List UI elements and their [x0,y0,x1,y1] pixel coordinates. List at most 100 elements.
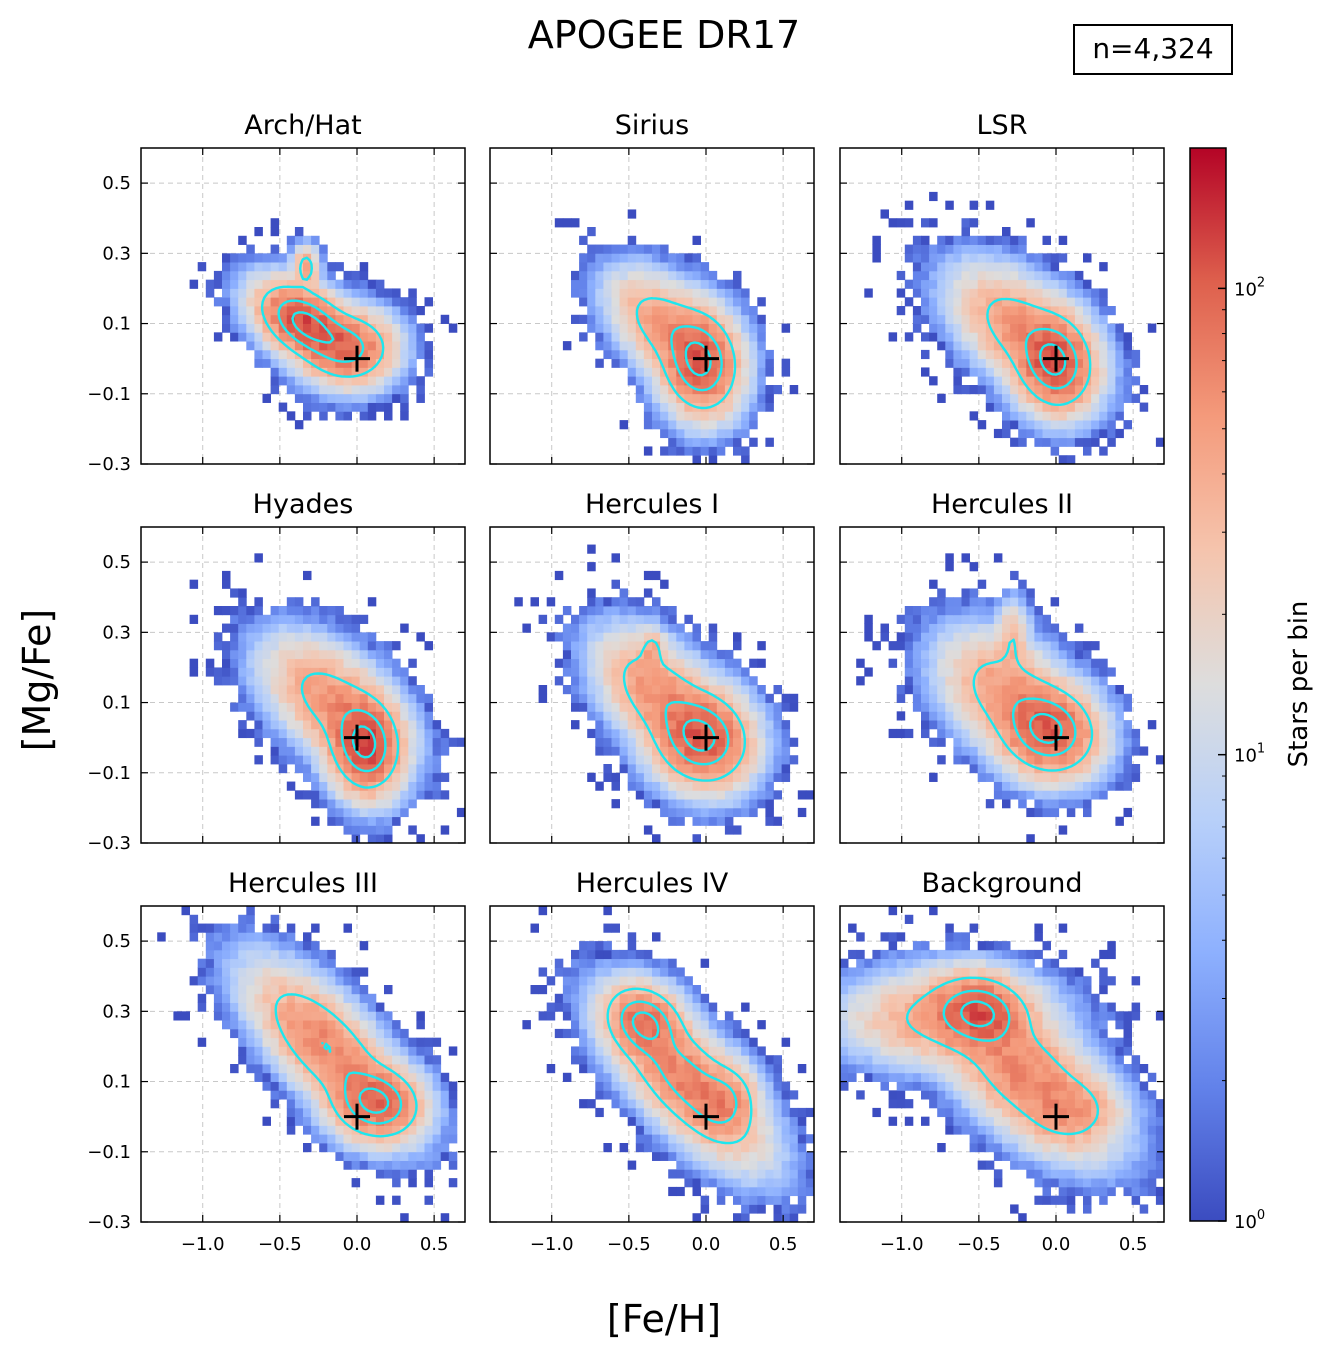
heatmap-cell [286,1125,296,1135]
heatmap-cell [840,1028,849,1039]
heatmap-cell [375,402,385,412]
heatmap-cell [1002,1099,1011,1109]
heatmap-cell [562,341,572,351]
heatmap-cell [400,349,409,360]
heatmap-cell [904,667,914,677]
heatmap-cell [1058,772,1068,782]
heatmap-cell [1131,746,1141,756]
heatmap-cell [1018,641,1027,651]
heatmap-cell [1010,1151,1019,1161]
heatmap-cell [408,297,417,307]
heatmap-cell [351,614,361,624]
heatmap-cell [757,764,766,774]
heatmap-cell [724,393,734,403]
heatmap-cell [912,1046,922,1056]
heatmap-cell [781,1134,791,1144]
heatmap-cell [1018,1143,1027,1153]
heatmap-cell [1066,1037,1076,1047]
heatmap-cell [668,623,677,633]
heatmap-cell [1074,676,1084,686]
heatmap-cell [1115,1072,1124,1082]
heatmap-cell [929,262,938,272]
heatmap-cell [319,306,328,316]
heatmap-cell [1066,1090,1076,1100]
heatmap-cell [627,685,637,695]
heatmap-cell [1018,614,1027,624]
heatmap-cell [643,332,653,342]
heatmap-cell [270,323,280,333]
heatmap-cell [1050,367,1060,377]
heatmap-cell [1058,376,1068,386]
heatmap-cell [692,693,701,703]
heatmap-cell [246,1002,255,1012]
heatmap-cell [359,1107,369,1118]
heatmap-cell [700,711,710,721]
heatmap-cell [797,1064,807,1074]
heatmap-cell [238,1055,247,1065]
heatmap-cell [400,1213,409,1222]
heatmap-cell [929,1064,938,1074]
heatmap-cell [929,1072,938,1082]
heatmap-cell [1107,385,1116,395]
heatmap-cell [562,641,572,651]
heatmap-cell [1034,755,1043,765]
heatmap-cell [1099,323,1108,333]
heatmap-cell [579,976,588,986]
heatmap-cell [619,1037,629,1047]
heatmap-cell [1058,455,1068,464]
heatmap-cell [692,1020,701,1030]
heatmap-cell [286,262,296,272]
heatmap-cell [1034,641,1043,651]
heatmap-cell [1042,781,1051,791]
heatmap-cell [392,764,401,774]
heatmap-cell [961,702,970,712]
heatmap-cell [985,358,995,368]
heatmap-cell [1066,1046,1076,1056]
heatmap-cell [603,297,612,307]
density-contour [1011,697,1077,757]
heatmap-cell [749,728,758,739]
heatmap-cell [603,606,612,616]
heatmap-cell [929,1037,938,1047]
y-tick-label: −0.1 [87,763,131,784]
heatmap-cell [254,728,263,739]
heatmap-cell [692,1081,701,1091]
heatmap-cell [262,1011,271,1021]
heatmap-cell [652,1099,661,1109]
heatmap-cell [1066,1064,1076,1074]
heatmap-cell [1107,1107,1116,1118]
heatmap-cell [400,393,409,403]
heatmap-cell [912,1081,922,1091]
heatmap-cell [1107,1090,1116,1100]
heatmap-cell [749,1107,758,1118]
heatmap-cell [781,1125,791,1135]
heatmap-cell [603,693,612,703]
heatmap-cell [335,993,344,1003]
heatmap-cell [724,411,734,421]
heatmap-cell [977,288,987,298]
heatmap-cell [343,737,352,747]
heatmap-cell [781,728,791,739]
heatmap-cell [953,376,962,386]
heatmap-cell [246,314,255,324]
heatmap-cell [904,244,914,254]
heatmap-cell [319,667,328,677]
heatmap-cell [294,253,304,263]
heatmap-cell [303,279,312,289]
heatmap-cell [303,1081,312,1091]
heatmap-cell [872,1072,881,1082]
heatmap-cell [400,1116,409,1126]
heatmap-cell [733,349,742,360]
heatmap-cell [1091,428,1100,439]
heatmap-cell [1139,1064,1149,1074]
heatmap-cell [1050,755,1060,765]
heatmap-cell [319,799,328,809]
heatmap-cell [1034,649,1043,660]
heatmap-cell [733,1169,742,1179]
heatmap-cell [286,323,296,333]
heatmap-cell [375,297,385,307]
heatmap-cell [619,693,629,703]
heatmap-cell [286,1090,296,1100]
heatmap-cell [700,1090,710,1100]
heatmap-cell [254,306,263,316]
